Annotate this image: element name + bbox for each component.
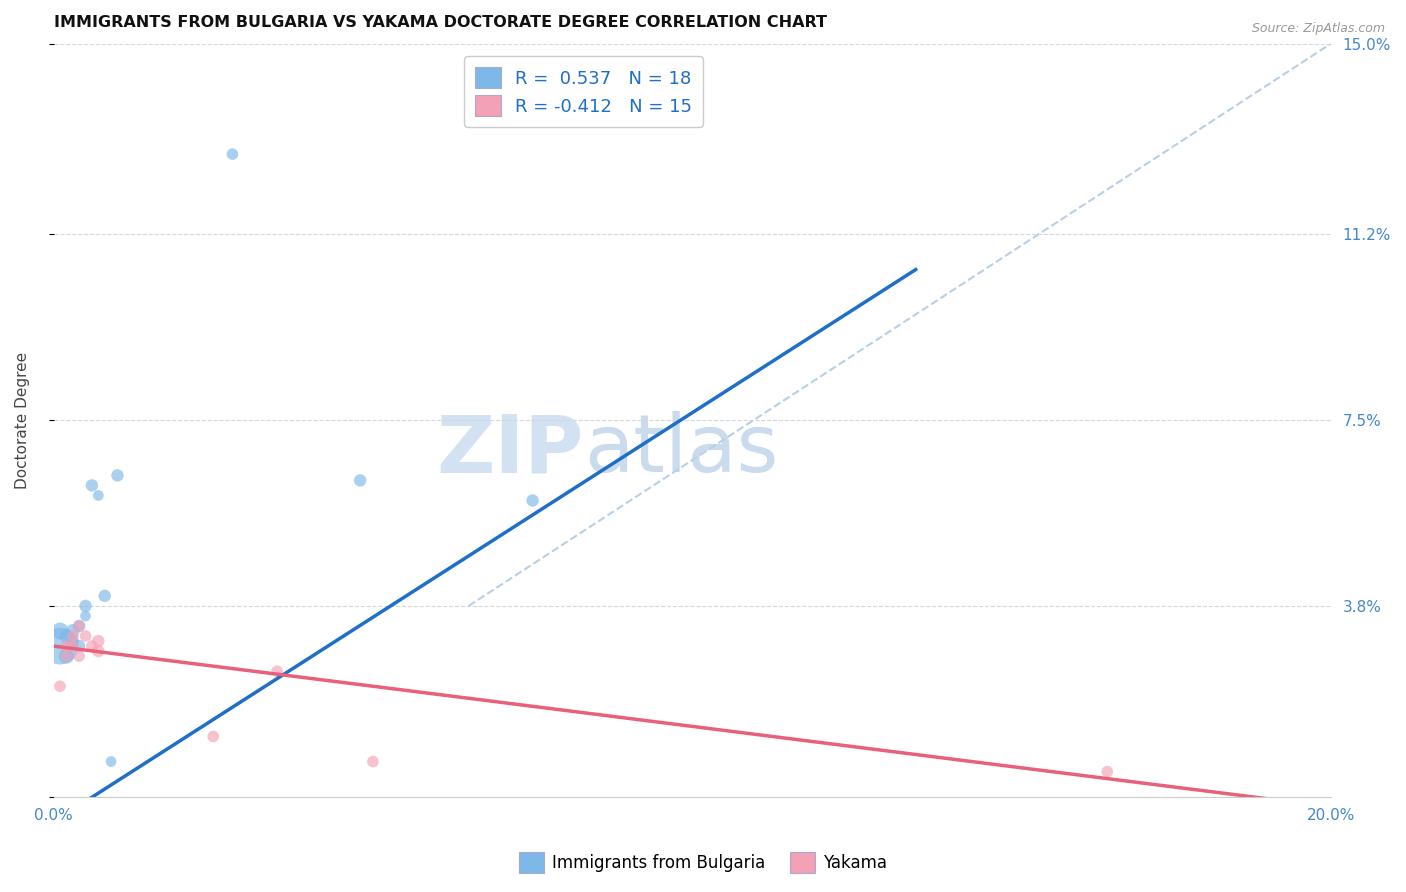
Text: atlas: atlas xyxy=(583,411,778,490)
Legend: Immigrants from Bulgaria, Yakama: Immigrants from Bulgaria, Yakama xyxy=(512,846,894,880)
Point xyxy=(75,629,97,643)
Point xyxy=(266,664,288,678)
Point xyxy=(87,634,110,648)
Point xyxy=(67,649,90,664)
Legend: R =  0.537   N = 18, R = -0.412   N = 15: R = 0.537 N = 18, R = -0.412 N = 15 xyxy=(464,56,703,127)
Text: IMMIGRANTS FROM BULGARIA VS YAKAMA DOCTORATE DEGREE CORRELATION CHART: IMMIGRANTS FROM BULGARIA VS YAKAMA DOCTO… xyxy=(53,15,827,30)
Point xyxy=(67,619,90,633)
Point xyxy=(93,589,115,603)
Point xyxy=(55,629,77,643)
Point xyxy=(62,629,84,643)
Point xyxy=(49,679,72,693)
Point xyxy=(75,599,97,613)
Point xyxy=(87,644,110,658)
Text: ZIP: ZIP xyxy=(436,411,583,490)
Point xyxy=(100,755,122,769)
Point xyxy=(55,649,77,664)
Point xyxy=(62,634,84,648)
Point xyxy=(55,639,77,653)
Point xyxy=(67,619,90,633)
Point xyxy=(221,147,243,161)
Point xyxy=(361,755,384,769)
Point xyxy=(80,478,103,492)
Point xyxy=(349,474,371,488)
Point xyxy=(75,609,97,624)
Point xyxy=(67,639,90,653)
Point xyxy=(62,639,84,653)
Point xyxy=(107,468,129,483)
Point xyxy=(87,488,110,502)
Point xyxy=(1097,764,1119,779)
Point xyxy=(62,624,84,638)
Point xyxy=(49,624,72,638)
Point xyxy=(80,639,103,653)
Point xyxy=(49,639,72,653)
Y-axis label: Doctorate Degree: Doctorate Degree xyxy=(15,351,30,489)
Point xyxy=(202,730,225,744)
Point xyxy=(55,649,77,664)
Text: Source: ZipAtlas.com: Source: ZipAtlas.com xyxy=(1251,22,1385,36)
Point xyxy=(522,493,544,508)
